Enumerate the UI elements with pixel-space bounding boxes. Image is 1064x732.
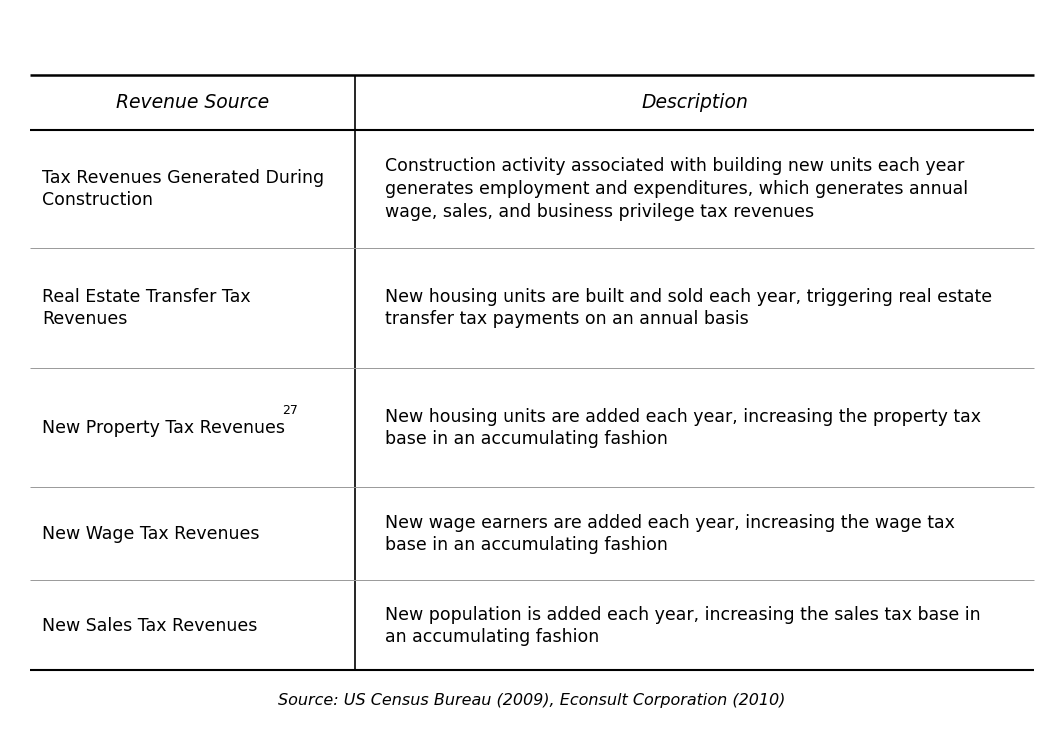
Text: New housing units are built and sold each year, triggering real estate
transfer : New housing units are built and sold eac… <box>385 288 992 329</box>
Text: Tax Revenues Generated During
Construction: Tax Revenues Generated During Constructi… <box>41 168 325 209</box>
Text: Construction activity associated with building new units each year
generates emp: Construction activity associated with bu… <box>385 157 968 221</box>
Text: Source: US Census Bureau (2009), Econsult Corporation (2010): Source: US Census Bureau (2009), Econsul… <box>279 692 785 708</box>
Text: 27: 27 <box>282 403 298 417</box>
Text: New housing units are added each year, increasing the property tax
base in an ac: New housing units are added each year, i… <box>385 408 981 449</box>
Text: New Wage Tax Revenues: New Wage Tax Revenues <box>41 525 260 543</box>
Text: New wage earners are added each year, increasing the wage tax
base in an accumul: New wage earners are added each year, in… <box>385 514 954 554</box>
Text: New population is added each year, increasing the sales tax base in
an accumulat: New population is added each year, incre… <box>385 605 981 646</box>
Text: Revenue Source: Revenue Source <box>116 93 269 112</box>
Text: New Sales Tax Revenues: New Sales Tax Revenues <box>41 617 257 635</box>
Text: New Property Tax Revenues: New Property Tax Revenues <box>41 419 285 437</box>
Text: Real Estate Transfer Tax
Revenues: Real Estate Transfer Tax Revenues <box>41 288 251 329</box>
Text: Description: Description <box>642 93 748 112</box>
